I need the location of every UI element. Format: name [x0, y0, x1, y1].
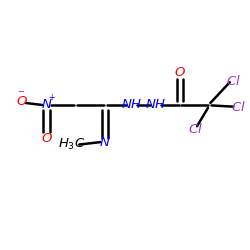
Text: $^{-}$: $^{-}$ [17, 88, 25, 101]
Text: $Cl$: $Cl$ [188, 122, 203, 136]
Text: $NH$: $NH$ [121, 98, 142, 112]
Text: $^{+}$: $^{+}$ [48, 92, 56, 102]
Text: $O$: $O$ [16, 95, 28, 108]
Text: $N$: $N$ [100, 136, 111, 148]
Text: $N$: $N$ [41, 98, 52, 112]
Text: $O$: $O$ [40, 132, 52, 145]
Text: $H_3C$: $H_3C$ [58, 136, 86, 152]
Text: $NH$: $NH$ [145, 98, 167, 112]
Text: $O$: $O$ [174, 66, 186, 79]
Text: $Cl$: $Cl$ [231, 100, 246, 114]
Text: $Cl$: $Cl$ [226, 74, 241, 88]
